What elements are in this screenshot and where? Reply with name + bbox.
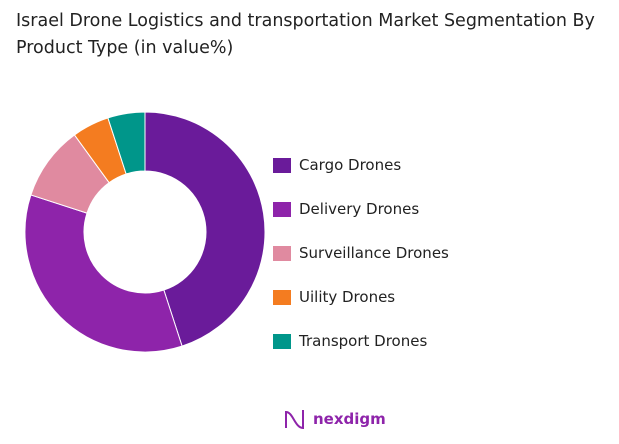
legend-item: Transport Drones xyxy=(273,319,449,363)
legend-item: Cargo Drones xyxy=(273,143,449,187)
chart-title: Israel Drone Logistics and transportatio… xyxy=(16,11,595,58)
legend-item: Delivery Drones xyxy=(273,187,449,231)
logo-wave-icon xyxy=(285,410,304,430)
legend-swatch xyxy=(273,333,291,349)
legend-label: Uility Drones xyxy=(299,288,396,306)
legend-swatch xyxy=(273,201,291,217)
legend-swatch xyxy=(273,245,291,261)
logo-text: nexdigm xyxy=(313,410,386,428)
legend-label: Surveillance Drones xyxy=(299,244,449,262)
legend-swatch xyxy=(273,289,291,305)
nexdigm-logo: nexdigm xyxy=(283,408,386,430)
slice-transport-drones xyxy=(107,111,146,175)
legend: Cargo Drones Delivery Drones Surveillance … xyxy=(273,143,449,363)
legend-swatch xyxy=(273,157,291,173)
legend-label: Cargo Drones xyxy=(299,156,402,174)
legend-label: Delivery Drones xyxy=(299,200,420,218)
legend-item: Uility Drones xyxy=(273,275,449,319)
legend-label: Transport Drones xyxy=(299,332,428,350)
legend-item: Surveillance Drones xyxy=(273,231,449,275)
slice-cargo-drones xyxy=(144,111,266,347)
slice-delivery-drones xyxy=(24,194,183,353)
